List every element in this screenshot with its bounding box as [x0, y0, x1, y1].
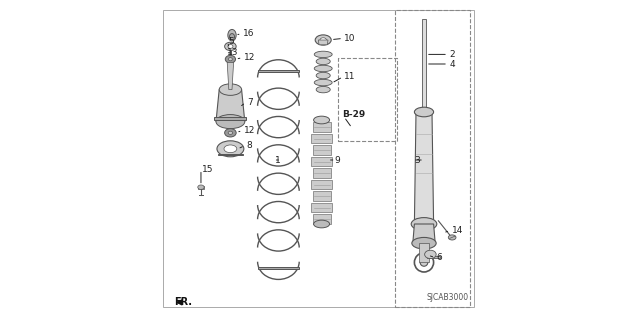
Polygon shape [230, 50, 231, 56]
Polygon shape [419, 243, 429, 262]
Polygon shape [312, 157, 332, 166]
Text: 15: 15 [202, 165, 214, 174]
Ellipse shape [230, 34, 235, 40]
Ellipse shape [224, 145, 237, 153]
Ellipse shape [412, 218, 437, 230]
Ellipse shape [449, 235, 456, 240]
Text: 4: 4 [449, 60, 455, 68]
Text: 8: 8 [246, 141, 252, 150]
Ellipse shape [228, 58, 232, 61]
Polygon shape [216, 90, 245, 122]
Text: 5: 5 [228, 37, 234, 46]
Polygon shape [413, 224, 435, 243]
Ellipse shape [425, 250, 436, 259]
Text: 13: 13 [227, 48, 238, 57]
Ellipse shape [316, 72, 330, 79]
Polygon shape [258, 70, 300, 72]
Polygon shape [312, 203, 332, 212]
Polygon shape [312, 168, 331, 178]
Text: 11: 11 [344, 72, 356, 81]
Ellipse shape [314, 79, 332, 86]
Text: SJCAB3000: SJCAB3000 [427, 293, 468, 302]
Ellipse shape [198, 185, 204, 189]
Ellipse shape [316, 86, 330, 93]
Ellipse shape [314, 51, 332, 58]
Polygon shape [312, 122, 331, 132]
Polygon shape [312, 191, 331, 201]
Ellipse shape [228, 29, 236, 41]
Text: B-29: B-29 [342, 110, 365, 119]
Ellipse shape [225, 55, 236, 63]
Polygon shape [312, 180, 332, 189]
Ellipse shape [217, 141, 244, 157]
Polygon shape [319, 40, 328, 45]
Text: 10: 10 [344, 34, 356, 43]
Ellipse shape [225, 42, 236, 51]
Ellipse shape [314, 220, 330, 228]
Polygon shape [218, 154, 243, 155]
Polygon shape [258, 267, 300, 269]
Ellipse shape [314, 65, 332, 72]
Text: 1: 1 [275, 156, 280, 164]
Text: 2: 2 [449, 50, 455, 59]
Text: FR.: FR. [174, 297, 192, 308]
Text: 12: 12 [244, 126, 255, 135]
Ellipse shape [216, 115, 245, 129]
Polygon shape [312, 214, 331, 224]
Ellipse shape [415, 107, 434, 117]
Ellipse shape [314, 116, 330, 124]
Polygon shape [214, 117, 246, 120]
Ellipse shape [420, 259, 428, 266]
Polygon shape [312, 145, 331, 155]
Text: 16: 16 [243, 29, 254, 38]
Ellipse shape [315, 35, 332, 45]
Text: 14: 14 [452, 226, 463, 235]
Ellipse shape [320, 38, 326, 42]
Text: 3: 3 [414, 156, 420, 164]
Polygon shape [422, 19, 426, 112]
Text: 12: 12 [244, 53, 255, 62]
Ellipse shape [412, 237, 436, 249]
Text: 6: 6 [436, 253, 442, 262]
Polygon shape [415, 112, 434, 224]
Ellipse shape [225, 129, 236, 137]
Polygon shape [227, 62, 234, 90]
Text: 9: 9 [334, 156, 340, 164]
Ellipse shape [228, 131, 233, 134]
Ellipse shape [316, 58, 330, 65]
Text: 7: 7 [247, 98, 253, 107]
Ellipse shape [219, 84, 242, 95]
Polygon shape [198, 186, 204, 189]
Polygon shape [428, 256, 440, 258]
Polygon shape [312, 134, 332, 143]
Ellipse shape [228, 44, 233, 48]
